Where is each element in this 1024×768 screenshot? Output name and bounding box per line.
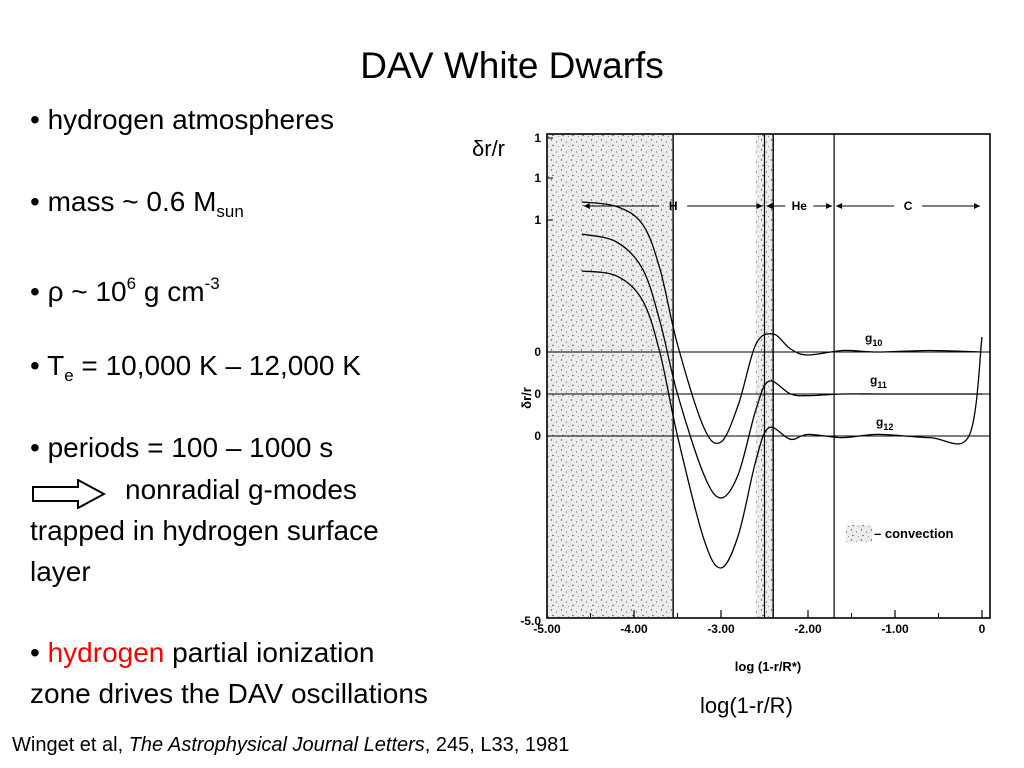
layer-arrowhead-right-C <box>974 203 980 209</box>
layer-label-H: H <box>669 199 678 213</box>
x-tick-label-2: -3.00 <box>707 622 735 636</box>
bullet-periods: • periods = 100 – 1000 s <box>30 432 334 463</box>
convection-legend-swatch <box>846 525 872 542</box>
layer-arrowhead-right-H <box>756 203 763 209</box>
series-line-g12 <box>581 270 983 569</box>
y-tick-label-3: 0 <box>534 345 541 359</box>
x-tick-label-0: -5.00 <box>533 622 561 636</box>
convection-legend-label: – convection <box>874 526 954 541</box>
nonradial-modes-text: nonradial g-modes <box>125 474 357 505</box>
bullet-ionization: • hydrogen partial ionization <box>30 637 375 668</box>
layer-text: layer <box>30 556 91 587</box>
layer-label-C: C <box>904 199 913 213</box>
y-tick-label-2: 1 <box>534 213 541 227</box>
citation: Winget et al, The Astrophysical Journal … <box>12 734 570 756</box>
bullet-temperature: • Te = 10,000 K – 12,000 K <box>30 350 361 385</box>
y-tick-label-0: 1 <box>534 131 541 145</box>
x-axis-title: log (1-r/R*) <box>735 659 801 674</box>
rho-symbol: ρ <box>47 276 64 307</box>
right-arrow-icon <box>32 479 106 509</box>
convection-zone-1 <box>547 134 674 618</box>
series-line-g10 <box>581 201 983 445</box>
x-tick-label-5: 0 <box>979 622 986 636</box>
y-tick-label-4: 0 <box>534 387 541 401</box>
delta-r-over-r-label: δr/r <box>472 136 506 161</box>
x-tick-label-3: -2.00 <box>794 622 822 636</box>
drives-text: zone drives the DAV oscillations <box>30 678 428 709</box>
layer-arrowhead-left-He <box>766 203 773 209</box>
bullet-mass: • mass ~ 0.6 Msun <box>30 186 244 221</box>
y-axis-title: δr/r <box>520 387 534 409</box>
series-label-g12: g12 <box>876 415 893 432</box>
x-tick-label-4: -1.00 <box>881 622 909 636</box>
x-axis-caption: log(1-r/R) <box>700 693 793 718</box>
y-tick-label-1: 1 <box>534 171 541 185</box>
layer-arrowhead-left-C <box>836 203 843 209</box>
layer-label-He: He <box>792 199 808 213</box>
trapped-text: trapped in hydrogen surface <box>30 515 379 546</box>
series-label-g10: g10 <box>865 331 882 348</box>
series-line-g11 <box>581 233 982 499</box>
y-bottom-label: -5.0 <box>520 614 541 628</box>
hydrogen-highlight: hydrogen <box>47 637 165 668</box>
series-label-g11: g11 <box>870 373 887 390</box>
x-tick-label-1: -4.00 <box>620 622 648 636</box>
y-tick-label-5: 0 <box>534 429 541 443</box>
layer-arrowhead-left-H <box>583 203 590 209</box>
bullet-density: • ρ ~ 106 g cm-3 <box>30 274 220 307</box>
journal-name: The Astrophysical Journal Letters <box>128 734 425 756</box>
slide-title: DAV White Dwarfs <box>360 45 664 86</box>
layer-arrowhead-right-He <box>826 203 833 209</box>
plot-frame <box>546 133 991 619</box>
bullet-hydrogen-atmospheres: • hydrogen atmospheres <box>30 104 334 135</box>
